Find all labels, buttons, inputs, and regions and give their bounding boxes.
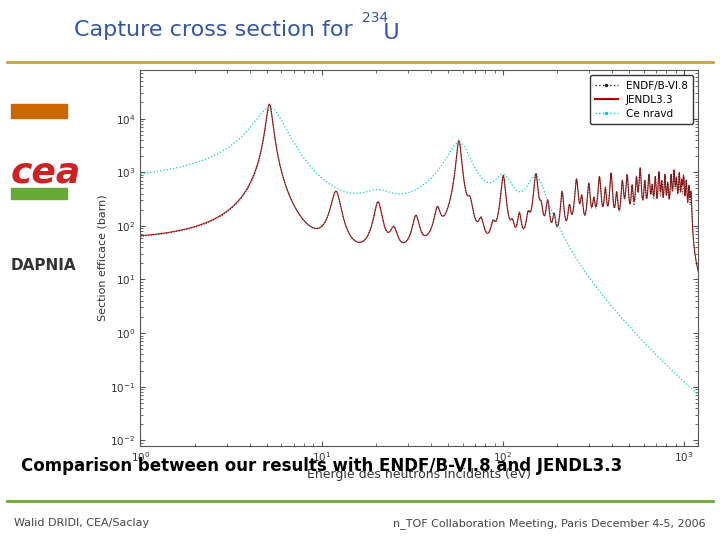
Text: Comparison between our results with ENDF/B-VI.8 and JENDL3.3: Comparison between our results with ENDF… bbox=[22, 457, 623, 475]
Text: Capture cross section for: Capture cross section for bbox=[74, 20, 360, 40]
Text: n_TOF Collaboration Meeting, Paris December 4-5, 2006: n_TOF Collaboration Meeting, Paris Decem… bbox=[393, 518, 706, 529]
X-axis label: Energie des neutrons incidents (eV): Energie des neutrons incidents (eV) bbox=[307, 468, 531, 481]
Text: DAPNIA: DAPNIA bbox=[11, 258, 76, 273]
Y-axis label: Section efficace (barn): Section efficace (barn) bbox=[97, 194, 107, 321]
Text: Walid DRIDI, CEA/Saclay: Walid DRIDI, CEA/Saclay bbox=[14, 518, 149, 529]
Text: U: U bbox=[362, 23, 400, 43]
Text: cea: cea bbox=[11, 156, 81, 190]
Bar bbox=[11, 104, 66, 118]
Text: 234: 234 bbox=[362, 11, 388, 25]
Legend: ENDF/B-VI.8, JENDL3.3, Ce nravd: ENDF/B-VI.8, JENDL3.3, Ce nravd bbox=[590, 76, 693, 124]
Bar bbox=[11, 188, 66, 199]
